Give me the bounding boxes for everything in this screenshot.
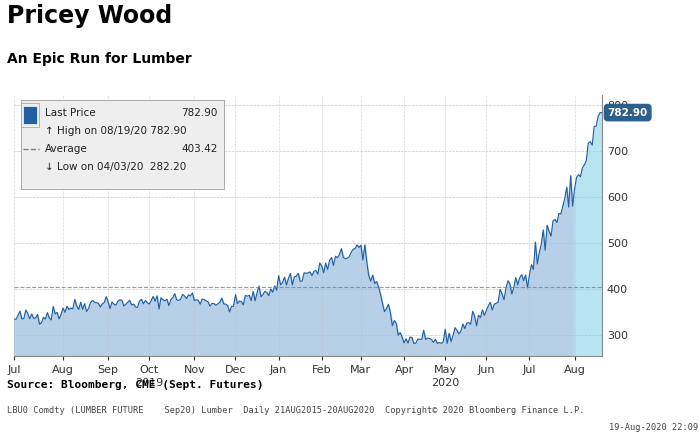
Text: LBU0 Comdty (LUMBER FUTURE    Sep20) Lumber  Daily 21AUG2015-20AUG2020: LBU0 Comdty (LUMBER FUTURE Sep20) Lumber…	[7, 406, 374, 415]
Text: Pricey Wood: Pricey Wood	[7, 4, 172, 28]
Text: Copyright© 2020 Bloomberg Finance L.P.: Copyright© 2020 Bloomberg Finance L.P.	[385, 406, 584, 415]
Text: 2020: 2020	[431, 378, 459, 388]
Text: An Epic Run for Lumber: An Epic Run for Lumber	[7, 52, 192, 66]
Text: ↓ Low on 04/03/20  282.20: ↓ Low on 04/03/20 282.20	[46, 161, 187, 171]
Text: Last Price: Last Price	[46, 108, 96, 118]
Text: Average: Average	[46, 144, 88, 154]
Text: 2019: 2019	[135, 378, 163, 388]
Text: 782.90: 782.90	[608, 108, 648, 118]
Text: Source: Bloomberg, CME (Sept. Futures): Source: Bloomberg, CME (Sept. Futures)	[7, 380, 263, 390]
FancyBboxPatch shape	[23, 106, 37, 124]
Text: 403.42: 403.42	[181, 144, 218, 154]
Text: ↑ High on 08/19/20 782.90: ↑ High on 08/19/20 782.90	[46, 126, 187, 136]
Text: 782.90: 782.90	[181, 108, 218, 118]
Text: 19-Aug-2020 22:09:52: 19-Aug-2020 22:09:52	[609, 423, 700, 432]
